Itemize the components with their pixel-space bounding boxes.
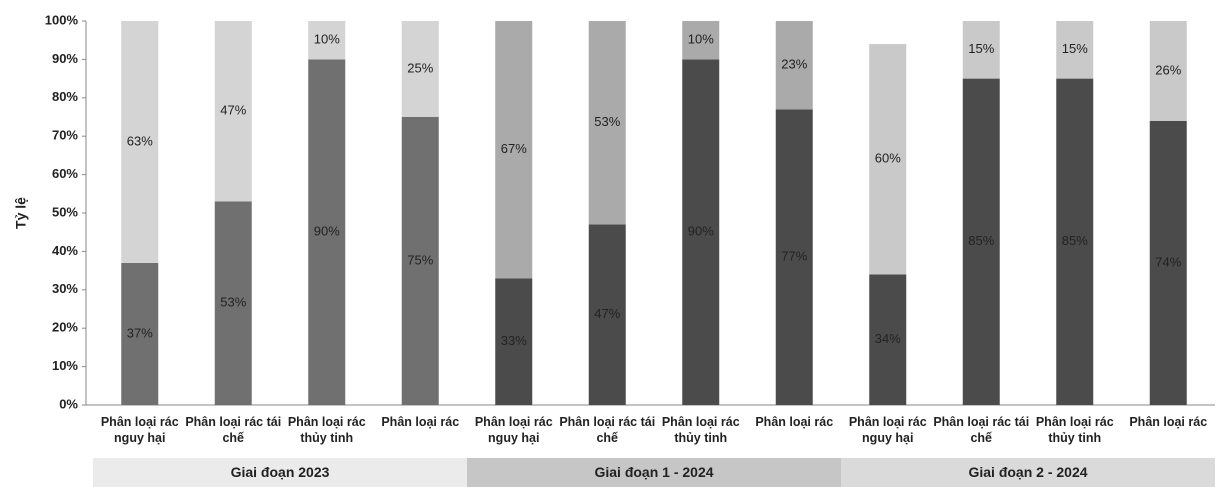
bar-segment bbox=[308, 59, 346, 406]
y-tick-label: 60% bbox=[52, 166, 78, 181]
bar-segment bbox=[495, 21, 533, 279]
data-label: 33% bbox=[501, 333, 527, 348]
data-label: 34% bbox=[875, 331, 901, 346]
x-tick-label: Phân loại rác thủy tinh bbox=[1035, 415, 1114, 445]
x-tick-label: Phân loại rác thủy tinh bbox=[661, 415, 740, 445]
bar-segment bbox=[401, 21, 439, 117]
bar-segment bbox=[588, 21, 626, 225]
data-label: 47% bbox=[220, 103, 246, 118]
group-label: Giai đoạn 2 - 2024 bbox=[968, 464, 1088, 480]
bar-segment bbox=[682, 59, 720, 406]
data-label: 53% bbox=[594, 114, 620, 129]
data-label: 10% bbox=[314, 32, 340, 47]
data-label: 26% bbox=[1155, 62, 1181, 77]
data-label: 37% bbox=[127, 325, 153, 340]
bar-segment bbox=[588, 224, 626, 405]
data-label: 47% bbox=[594, 306, 620, 321]
bar-segment bbox=[1149, 21, 1187, 121]
x-tick-label: Phân loại rác bbox=[1129, 415, 1208, 429]
bar-segment bbox=[869, 44, 907, 275]
data-label: 60% bbox=[875, 151, 901, 166]
bar-segment bbox=[962, 21, 1000, 79]
y-tick-label: 40% bbox=[52, 243, 78, 258]
y-tick-label: 100% bbox=[45, 12, 79, 27]
data-label: 25% bbox=[407, 60, 433, 75]
bar-segment bbox=[121, 262, 159, 405]
y-tick-label: 30% bbox=[52, 281, 78, 296]
x-tick-label: Phân loại rác nguy hại bbox=[100, 415, 179, 445]
group-band bbox=[467, 458, 841, 487]
data-label: 74% bbox=[1155, 254, 1181, 269]
bar-segment bbox=[1149, 120, 1187, 405]
x-tick-label: Phân loại rác bbox=[755, 415, 834, 429]
data-label: 15% bbox=[968, 41, 994, 56]
bar-segment bbox=[495, 278, 533, 405]
y-axis-label: Tỷ lệ bbox=[13, 197, 29, 229]
x-tick-label: Phân loại rác tái chế bbox=[559, 415, 656, 445]
data-label: 77% bbox=[781, 249, 807, 264]
bar-segment bbox=[308, 21, 346, 60]
data-label: 90% bbox=[688, 224, 714, 239]
data-label: 63% bbox=[127, 133, 153, 148]
x-tick-label: Phân loại rác bbox=[381, 415, 460, 429]
x-tick-label: Phân loại rác thủy tinh bbox=[287, 415, 366, 445]
data-label: 10% bbox=[688, 32, 714, 47]
y-tick-label: 0% bbox=[59, 396, 78, 411]
bar-segment bbox=[775, 109, 813, 405]
x-tick-label: Phân loại rác tái chế bbox=[185, 415, 282, 445]
bar-segment bbox=[1056, 21, 1094, 79]
bar-segment bbox=[962, 78, 1000, 405]
data-label: 67% bbox=[501, 141, 527, 156]
bar-segment bbox=[214, 21, 252, 202]
data-label: 90% bbox=[314, 224, 340, 239]
group-label: Giai đoạn 2023 bbox=[230, 464, 330, 480]
bar-segment bbox=[682, 21, 720, 60]
y-tick-label: 90% bbox=[52, 51, 78, 66]
y-tick-label: 70% bbox=[52, 128, 78, 143]
y-tick-label: 20% bbox=[52, 320, 78, 335]
x-tick-label: Phân loại rác tái chế bbox=[933, 415, 1030, 445]
bar-segment bbox=[869, 274, 907, 405]
group-label: Giai đoạn 1 - 2024 bbox=[594, 464, 714, 480]
x-tick-label: Phân loại rác nguy hại bbox=[474, 415, 553, 445]
y-tick-label: 10% bbox=[52, 358, 78, 373]
bar-segment bbox=[1056, 78, 1094, 405]
data-label: 85% bbox=[1062, 233, 1088, 248]
group-band bbox=[93, 458, 467, 487]
x-tick-label: Phân loại rác nguy hại bbox=[848, 415, 927, 445]
y-tick-label: 50% bbox=[52, 204, 78, 219]
data-label: 85% bbox=[968, 233, 994, 248]
bar-segment bbox=[775, 21, 813, 110]
bar-segment bbox=[214, 201, 252, 405]
bar-segment bbox=[121, 21, 159, 263]
data-label: 15% bbox=[1062, 41, 1088, 56]
group-band bbox=[841, 458, 1215, 487]
bar-segment bbox=[401, 117, 439, 405]
y-tick-label: 80% bbox=[52, 89, 78, 104]
data-label: 75% bbox=[407, 252, 433, 267]
data-label: 53% bbox=[220, 295, 246, 310]
data-label: 23% bbox=[781, 57, 807, 72]
